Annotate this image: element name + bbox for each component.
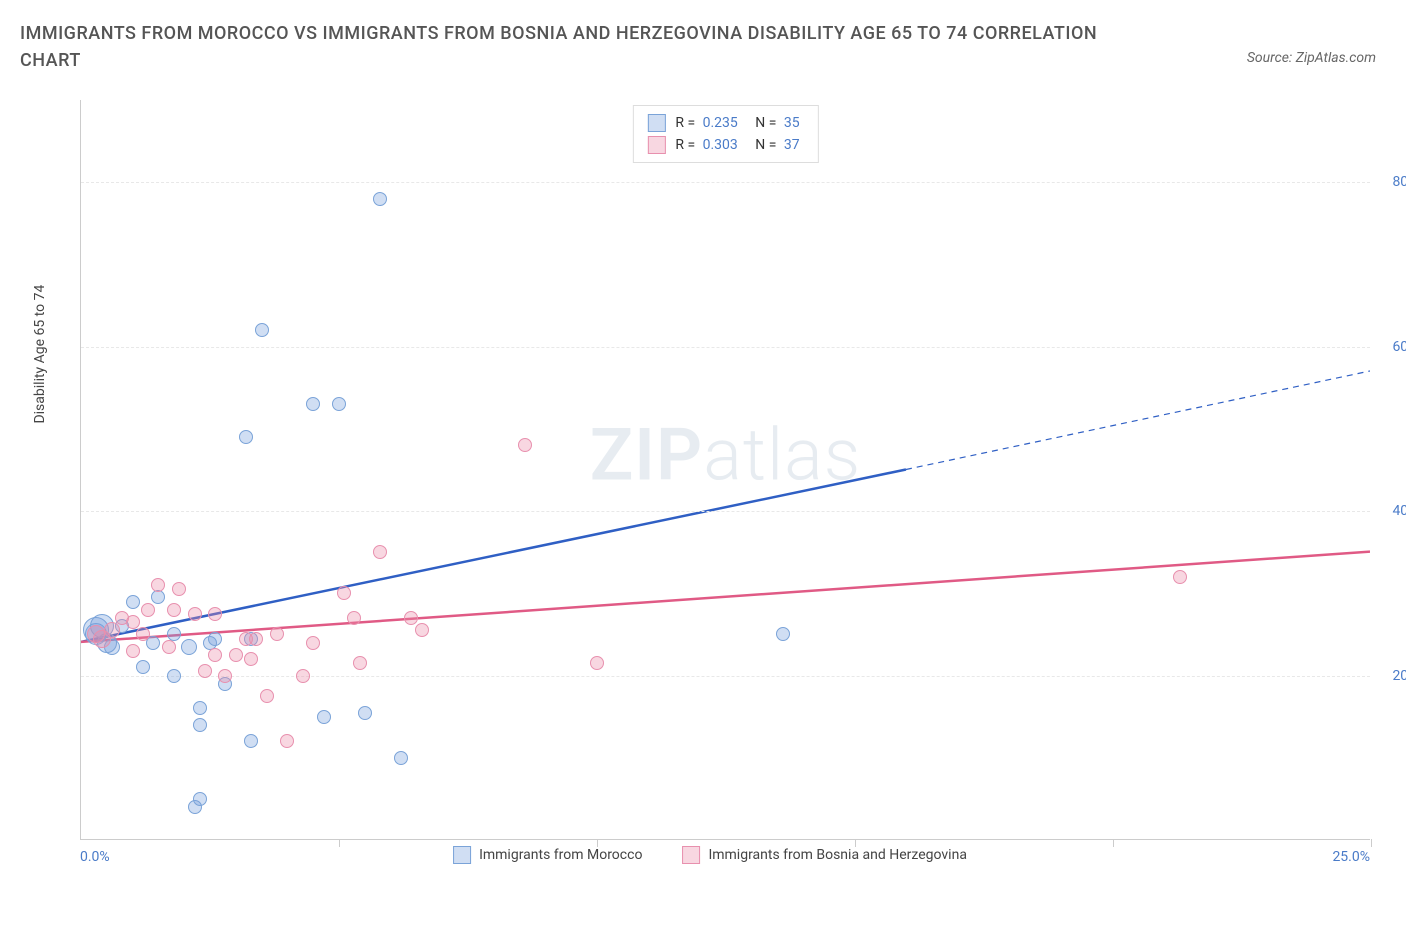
gridline	[81, 676, 1370, 677]
legend-n-value: 37	[784, 137, 800, 153]
watermark: ZIPatlas	[590, 412, 862, 497]
legend-r-label: R = 0.303	[675, 137, 741, 153]
legend-series-item: Immigrants from Morocco	[453, 846, 642, 864]
legend-stat-row: R = 0.303 N = 37	[647, 134, 803, 156]
scatter-point	[151, 578, 165, 592]
x-tick	[1371, 839, 1372, 847]
scatter-point	[239, 430, 253, 444]
scatter-point	[353, 656, 367, 670]
y-tick-label: 60.0%	[1392, 339, 1406, 355]
scatter-point	[218, 669, 232, 683]
series-legend: Immigrants from Morocco Immigrants from B…	[453, 846, 967, 864]
trend-line	[81, 470, 906, 642]
scatter-point	[776, 627, 790, 641]
scatter-point	[193, 701, 207, 715]
source-attribution: Source: ZipAtlas.com	[1247, 50, 1376, 66]
legend-series-label: Immigrants from Bosnia and Herzegovina	[708, 847, 967, 863]
legend-series-label: Immigrants from Morocco	[479, 847, 642, 863]
scatter-point	[306, 397, 320, 411]
legend-r-value: 0.303	[703, 137, 738, 153]
scatter-point	[270, 627, 284, 641]
scatter-point	[394, 751, 408, 765]
scatter-point	[208, 648, 222, 662]
legend-n-label: N = 35	[752, 115, 804, 131]
scatter-point	[590, 656, 604, 670]
chart-area: Disability Age 65 to 74 R = 0.235 N = 35…	[50, 100, 1370, 870]
scatter-point	[317, 710, 331, 724]
scatter-point	[244, 734, 258, 748]
scatter-point	[518, 438, 532, 452]
trend-lines-svg	[81, 100, 1370, 839]
y-tick-label: 80.0%	[1392, 174, 1406, 190]
gridline	[81, 182, 1370, 183]
legend-swatch	[682, 846, 700, 864]
scatter-point	[172, 582, 186, 596]
scatter-point	[373, 545, 387, 559]
y-axis-label: Disability Age 65 to 74	[32, 285, 48, 424]
scatter-point	[198, 664, 212, 678]
legend-r-label: R = 0.235	[675, 115, 741, 131]
scatter-point	[332, 397, 346, 411]
scatter-point	[229, 648, 243, 662]
scatter-point	[415, 623, 429, 637]
scatter-point	[136, 627, 150, 641]
legend-swatch	[647, 114, 665, 132]
scatter-point	[126, 595, 140, 609]
scatter-point	[255, 323, 269, 337]
trend-line-extrapolated	[906, 371, 1370, 470]
scatter-point	[141, 603, 155, 617]
plot-region: R = 0.235 N = 35R = 0.303 N = 37 ZIPatla…	[80, 100, 1370, 840]
scatter-point	[373, 192, 387, 206]
x-axis-max-label: 25.0%	[1332, 849, 1370, 865]
scatter-point	[208, 607, 222, 621]
scatter-point	[358, 706, 372, 720]
scatter-point	[181, 639, 197, 655]
scatter-point	[136, 660, 150, 674]
scatter-point	[167, 669, 181, 683]
scatter-point	[296, 669, 310, 683]
legend-series-item: Immigrants from Bosnia and Herzegovina	[682, 846, 967, 864]
scatter-point	[404, 611, 418, 625]
gridline	[81, 511, 1370, 512]
scatter-point	[188, 607, 202, 621]
scatter-point	[126, 644, 140, 658]
scatter-point	[126, 615, 140, 629]
scatter-point	[337, 586, 351, 600]
legend-n-label: N = 37	[752, 137, 804, 153]
y-tick-label: 20.0%	[1392, 668, 1406, 684]
scatter-point	[260, 689, 274, 703]
scatter-point	[162, 640, 176, 654]
scatter-point	[193, 792, 207, 806]
legend-swatch	[647, 136, 665, 154]
scatter-point	[280, 734, 294, 748]
scatter-point	[347, 611, 361, 625]
scatter-point	[244, 652, 258, 666]
legend-swatch	[453, 846, 471, 864]
scatter-point	[104, 622, 120, 638]
scatter-point	[306, 636, 320, 650]
correlation-legend: R = 0.235 N = 35R = 0.303 N = 37	[632, 105, 818, 163]
scatter-point	[249, 632, 263, 646]
legend-stat-row: R = 0.235 N = 35	[647, 112, 803, 134]
x-axis-min-label: 0.0%	[80, 849, 110, 865]
chart-title: IMMIGRANTS FROM MOROCCO VS IMMIGRANTS FR…	[20, 20, 1120, 74]
gridline	[81, 347, 1370, 348]
y-tick-label: 40.0%	[1392, 503, 1406, 519]
x-tick	[1113, 839, 1114, 847]
x-tick	[339, 839, 340, 847]
watermark-atlas: atlas	[703, 412, 861, 497]
scatter-point	[167, 603, 181, 617]
scatter-point	[1173, 570, 1187, 584]
watermark-zip: ZIP	[590, 412, 703, 497]
scatter-point	[208, 632, 222, 646]
legend-n-value: 35	[784, 115, 800, 131]
scatter-point	[193, 718, 207, 732]
scatter-point	[151, 590, 165, 604]
legend-r-value: 0.235	[703, 115, 738, 131]
